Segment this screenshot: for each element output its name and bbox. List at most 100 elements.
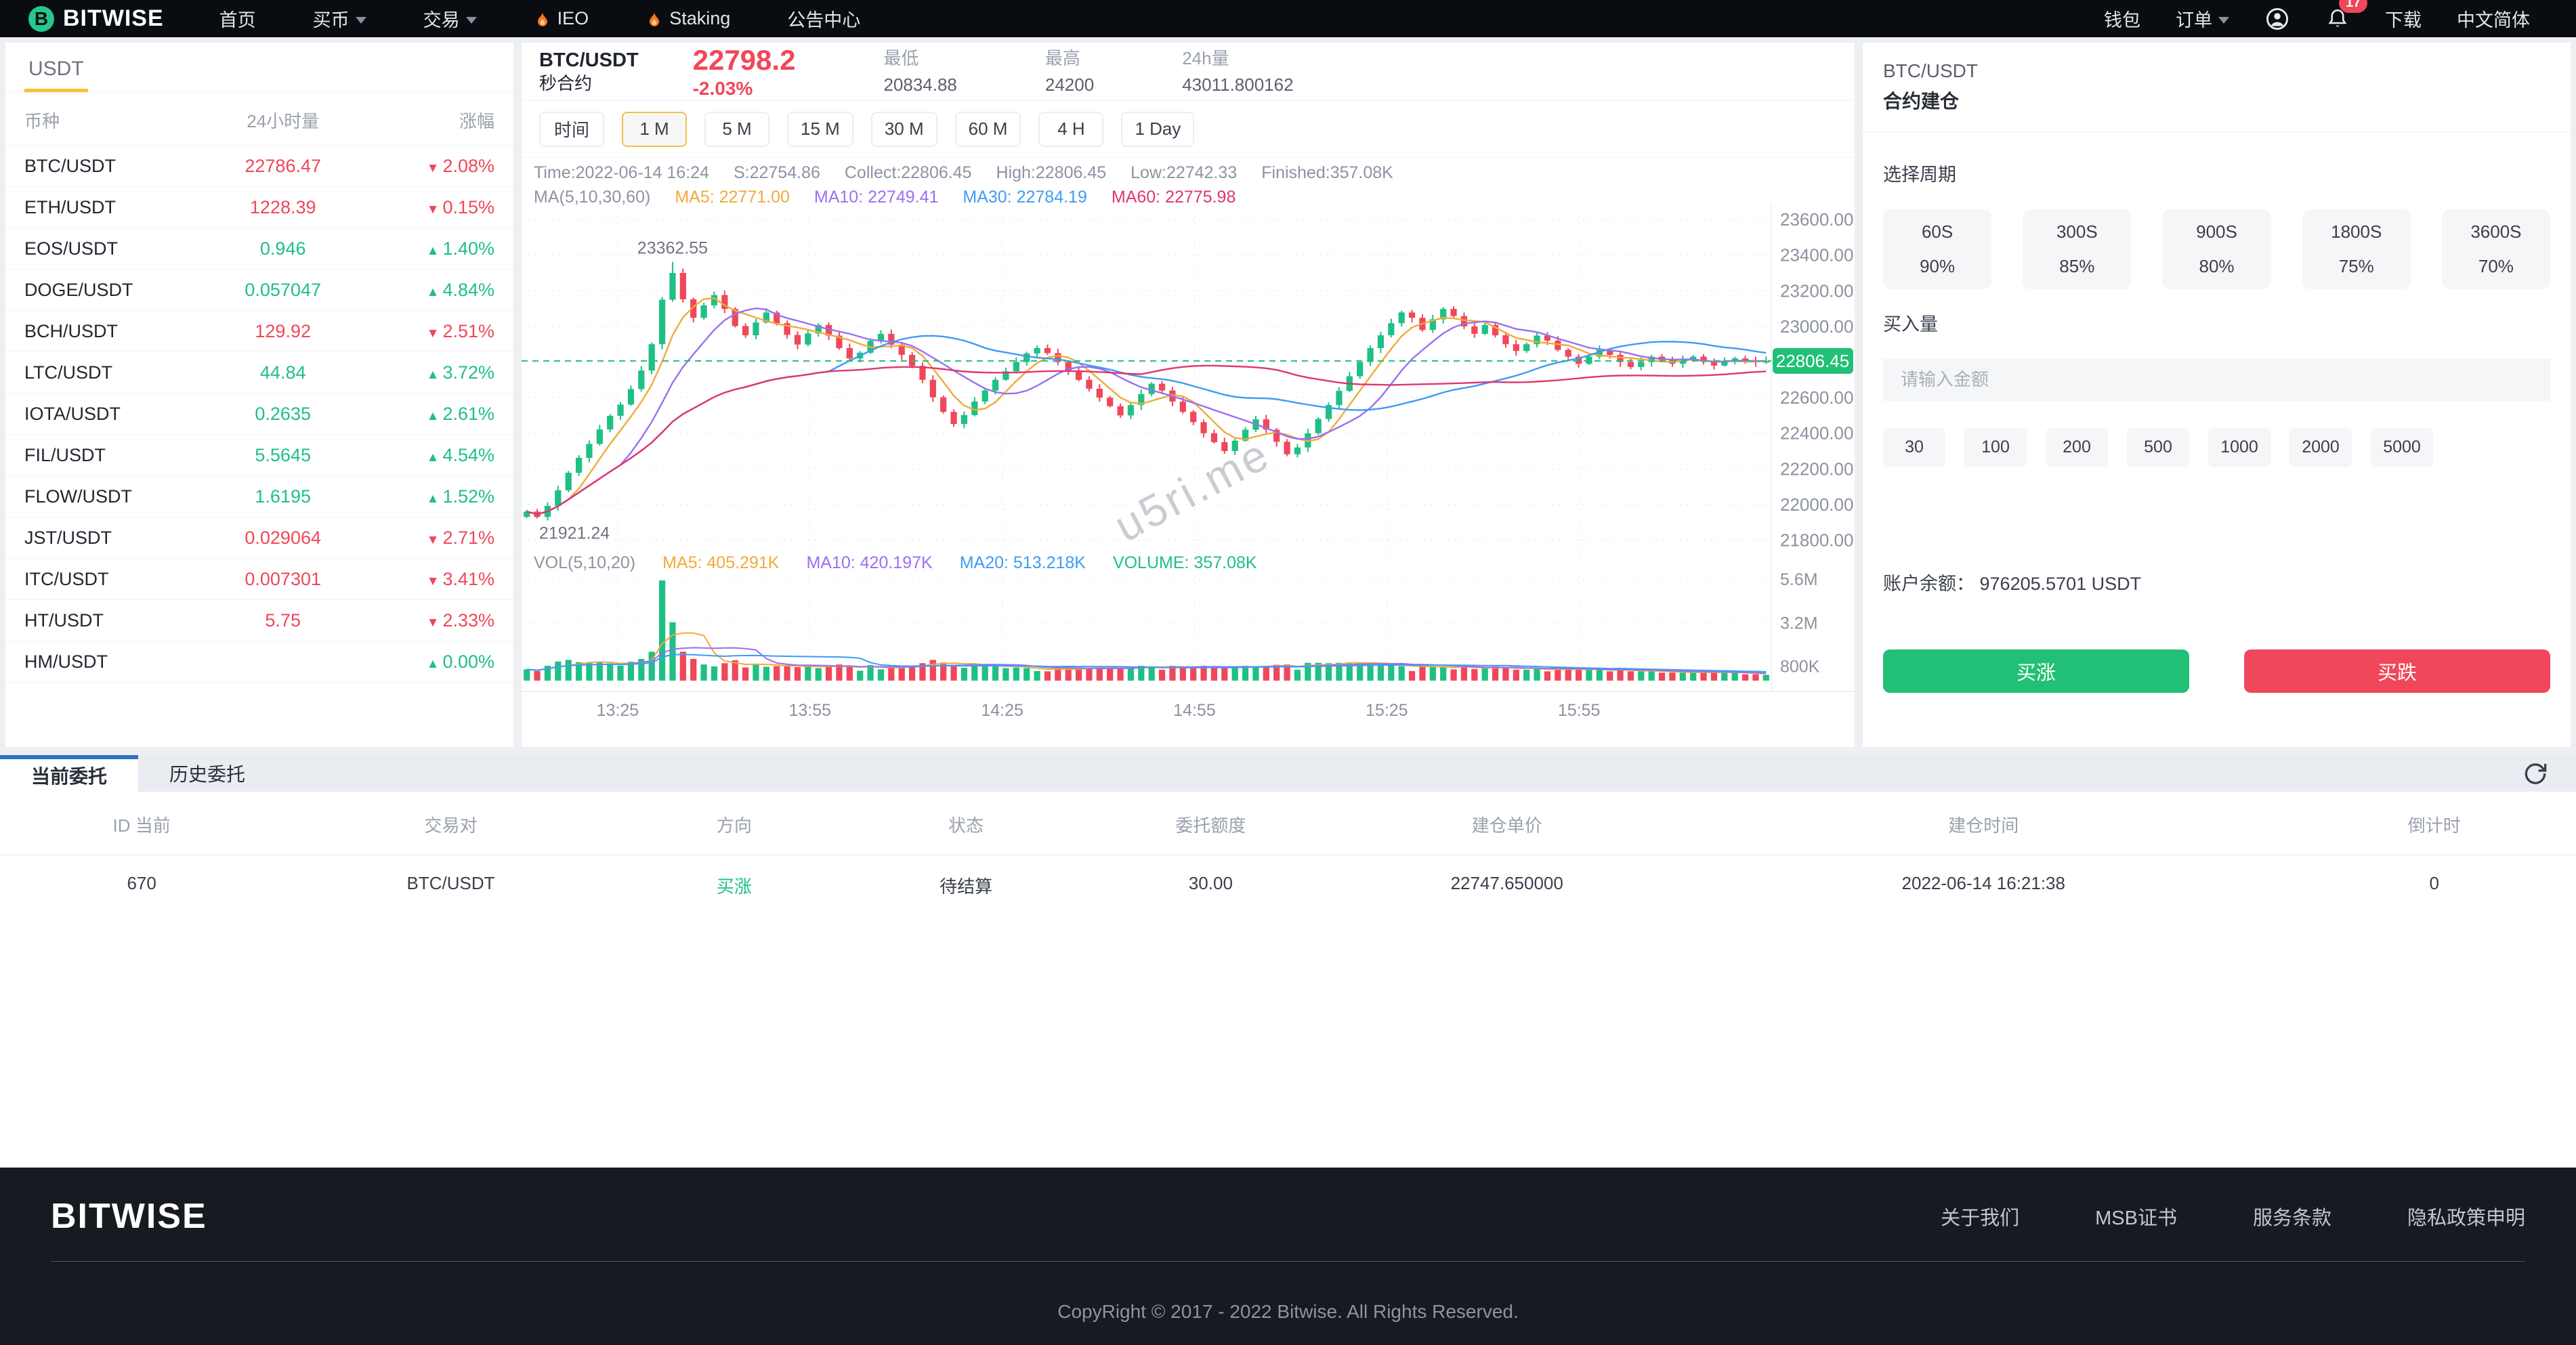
- interval-button-60M[interactable]: 60 M: [954, 111, 1021, 147]
- interval-button-1Day[interactable]: 1 Day: [1121, 111, 1195, 147]
- footer-link-关于我们[interactable]: 关于我们: [1941, 1208, 2020, 1229]
- buy-up-button[interactable]: 买涨: [1883, 649, 2189, 693]
- volume-bar: [1419, 664, 1426, 681]
- chart-stats: 最低 20834.88 最高 24200 24h量 43011.800162: [795, 45, 1293, 98]
- volume-bar: [1450, 669, 1457, 681]
- nav-item-中文简体[interactable]: 中文简体: [2439, 0, 2548, 37]
- amount-chip-500[interactable]: 500: [2127, 427, 2189, 467]
- market-row-BTC/USDT[interactable]: BTC/USDT 22786.47 ▼ 2.08%: [5, 146, 513, 187]
- legend-segment: MA(5,10,30,60): [534, 188, 651, 207]
- volume-bar: [1513, 669, 1519, 681]
- user-menu[interactable]: [2247, 0, 2308, 37]
- interval-button-4H[interactable]: 4 H: [1038, 111, 1104, 147]
- market-row-DOGE/USDT[interactable]: DOGE/USDT 0.057047 ▲ 4.84%: [5, 270, 513, 311]
- footer-link-MSB证书[interactable]: MSB证书: [2095, 1208, 2177, 1229]
- low-annotation: 21921.24: [539, 524, 610, 543]
- bell-menu[interactable]: 17: [2308, 0, 2368, 37]
- down-arrow-icon: ▼: [426, 615, 440, 630]
- period-card-3600S[interactable]: 3600S 70%: [2441, 209, 2551, 289]
- candle-body: [1055, 353, 1061, 362]
- volume-bar: [1555, 667, 1561, 681]
- nav-item-订单[interactable]: 订单: [2158, 0, 2247, 37]
- volume-bar: [763, 666, 769, 681]
- amount-chip-5000[interactable]: 5000: [2371, 427, 2433, 467]
- nav-item-钱包[interactable]: 钱包: [2086, 0, 2158, 37]
- candle-body: [1242, 429, 1249, 441]
- tab-usdt[interactable]: USDT: [24, 43, 88, 92]
- refresh-button[interactable]: [2522, 760, 2549, 790]
- interval-button-1M[interactable]: 1 M: [622, 111, 687, 147]
- volume-bar: [981, 666, 988, 681]
- volume-bar: [1648, 670, 1655, 681]
- order-row[interactable]: 670 BTC/USDT 买涨 待结算 30.00 22747.650000 2022-06…: [0, 855, 2576, 916]
- volume-bar: [1523, 669, 1530, 681]
- period-card-300S[interactable]: 300S 85%: [2023, 209, 2132, 289]
- market-row-FLOW/USDT[interactable]: FLOW/USDT 1.6195 ▲ 1.52%: [5, 476, 513, 517]
- candle-body: [1284, 442, 1290, 454]
- nav-item-公告中心[interactable]: 公告中心: [759, 0, 889, 37]
- ma-line: [526, 364, 1767, 515]
- period-rate: 80%: [2199, 255, 2235, 276]
- volume-bar: [1055, 667, 1061, 681]
- candlestick-chart[interactable]: Time:2022-06-14 16:24 S:22754.86 Collect:2…: [522, 158, 1855, 747]
- amount-chip-200[interactable]: 200: [2046, 427, 2108, 467]
- market-row-JST/USDT[interactable]: JST/USDT 0.029064 ▼ 2.71%: [5, 517, 513, 559]
- nav-item-买币[interactable]: 买币: [284, 0, 395, 37]
- volume-bar: [1752, 674, 1759, 681]
- market-row-FIL/USDT[interactable]: FIL/USDT 5.5645 ▲ 4.54%: [5, 435, 513, 476]
- market-row-HM/USDT[interactable]: HM/USDT ▲ 0.00%: [5, 641, 513, 683]
- candle-body: [1325, 405, 1332, 419]
- period-card-900S[interactable]: 900S 80%: [2162, 209, 2271, 289]
- candle-body: [1513, 344, 1519, 351]
- amount-chip-30[interactable]: 30: [1883, 427, 1945, 467]
- market-row-EOS/USDT[interactable]: EOS/USDT 0.946 ▲ 1.40%: [5, 228, 513, 270]
- period-card-1800S[interactable]: 1800S 75%: [2302, 209, 2411, 289]
- amount-chip-2000[interactable]: 2000: [2289, 427, 2352, 467]
- nav-item-交易[interactable]: 交易: [395, 0, 505, 37]
- volume-bar: [1741, 674, 1749, 681]
- buy-down-button[interactable]: 买跌: [2244, 649, 2550, 693]
- orders-tab-历史委托[interactable]: 历史委托: [169, 764, 246, 785]
- market-row-BCH/USDT[interactable]: BCH/USDT 129.92 ▼ 2.51%: [5, 311, 513, 352]
- market-row-HT/USDT[interactable]: HT/USDT 5.75 ▼ 2.33%: [5, 600, 513, 641]
- market-row-LTC/USDT[interactable]: LTC/USDT 44.84 ▲ 3.72%: [5, 352, 513, 393]
- pair-name: BTC/USDT: [24, 155, 116, 176]
- nav-item-首页[interactable]: 首页: [191, 0, 284, 37]
- nav-item-staking[interactable]: Staking: [617, 0, 759, 37]
- candle-body: [1398, 312, 1405, 324]
- market-row-IOTA/USDT[interactable]: IOTA/USDT 0.2635 ▲ 2.61%: [5, 393, 513, 435]
- nav-item-label: 买币: [312, 10, 350, 30]
- nav-item-下载[interactable]: 下载: [2367, 0, 2439, 37]
- footer-link-隐私政策申明[interactable]: 隐私政策申明: [2407, 1208, 2525, 1229]
- market-row-ITC/USDT[interactable]: ITC/USDT 0.007301 ▼ 3.41%: [5, 559, 513, 600]
- top-navbar: B BITWISE 首页 买币 交易 IEO Staking 公告中心 钱包 订单 17 下载 中…: [0, 0, 2576, 37]
- amount-chip-100[interactable]: 100: [1964, 427, 2027, 467]
- nav-item-ieo[interactable]: IEO: [505, 0, 618, 37]
- candle-body: [1023, 353, 1030, 362]
- nav-item-label: 首页: [219, 10, 256, 30]
- notification-bell[interactable]: 17: [2325, 0, 2368, 31]
- brand-logo[interactable]: B BITWISE: [28, 5, 164, 32]
- volume-bar: [1138, 666, 1145, 681]
- footer-link-服务条款[interactable]: 服务条款: [2252, 1208, 2331, 1229]
- market-row-ETH/USDT[interactable]: ETH/USDT 1228.39 ▼ 0.15%: [5, 187, 513, 228]
- interval-label: 时间: [539, 111, 604, 147]
- candle-body: [1648, 356, 1655, 362]
- volume-bar: [627, 662, 635, 681]
- interval-button-30M[interactable]: 30 M: [870, 111, 937, 147]
- volume-bar: [1471, 668, 1478, 681]
- amount-chip-1000[interactable]: 1000: [2208, 427, 2271, 467]
- interval-button-15M[interactable]: 15 M: [787, 111, 853, 147]
- chart-svg[interactable]: 13:25 13:55 14:25 14:55 15:25 15:55 21800.00 22…: [522, 158, 1855, 747]
- pair-name: HT/USDT: [24, 610, 104, 631]
- period-card-60S[interactable]: 60S 90%: [1883, 209, 1992, 289]
- interval-button-5M[interactable]: 5 M: [704, 111, 769, 147]
- candle-body: [1565, 349, 1571, 357]
- candle-body: [1013, 362, 1019, 372]
- orders-tab-当前委托[interactable]: 当前委托: [0, 755, 139, 792]
- pair-name: FLOW/USDT: [24, 486, 132, 507]
- amount-input[interactable]: [1883, 358, 2550, 401]
- brand-name: BITWISE: [63, 5, 164, 31]
- chevron-down-icon: [2218, 16, 2229, 24]
- candle-body: [1075, 370, 1082, 380]
